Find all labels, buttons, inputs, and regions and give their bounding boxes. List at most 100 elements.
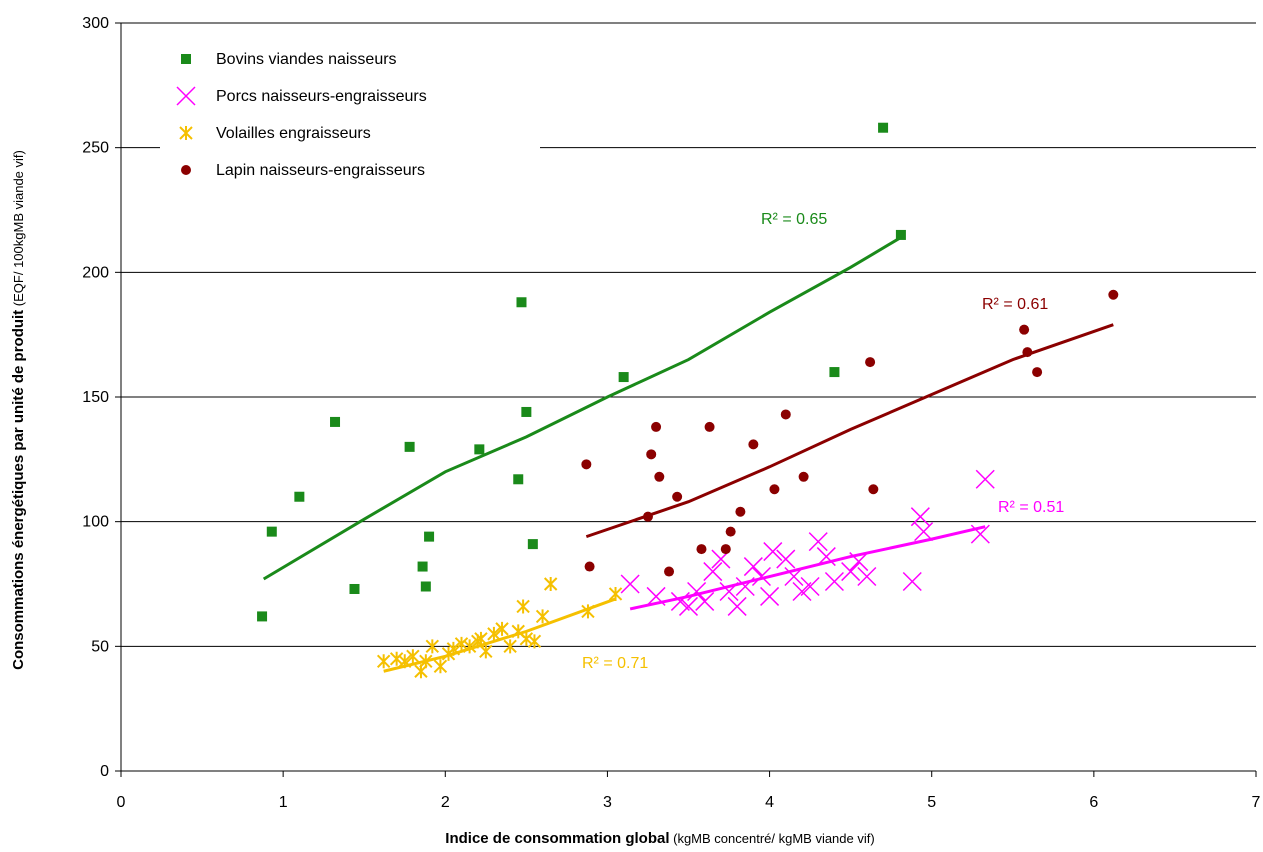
data-point <box>433 659 448 674</box>
data-point <box>1032 367 1043 378</box>
data-point <box>581 459 592 470</box>
y-axis-title: Consommations énergétiques par unité de … <box>10 150 27 670</box>
data-points <box>257 122 1119 679</box>
data-point <box>608 586 623 601</box>
r2-labels: R² = 0.65 R² = 0.51 R² = 0.71 R² = 0.61 <box>582 211 1064 672</box>
data-point <box>620 574 640 594</box>
data-point <box>651 421 662 432</box>
data-point <box>760 586 780 606</box>
data-point <box>868 484 879 495</box>
data-point <box>910 507 930 527</box>
legend-box <box>160 38 540 186</box>
r2-label: R² = 0.61 <box>982 296 1048 313</box>
data-point <box>751 566 771 587</box>
legend-marker <box>179 126 193 140</box>
x-tick-label: 3 <box>603 794 612 811</box>
y-tick-label: 150 <box>82 389 109 406</box>
data-point <box>294 491 305 502</box>
data-point <box>914 522 934 542</box>
data-point <box>398 654 412 669</box>
legend-marker <box>176 86 196 106</box>
y-tick-label: 100 <box>82 514 109 531</box>
data-point <box>865 357 876 368</box>
data-point <box>474 444 485 455</box>
data-point <box>420 581 431 592</box>
x-axis-title-unit: (kgMB concentré/ kgMB viande vif) <box>670 831 875 846</box>
data-point <box>720 544 731 555</box>
legend-marker <box>181 54 191 64</box>
data-point <box>521 406 532 417</box>
data-point <box>808 532 828 552</box>
data-point <box>719 581 739 602</box>
data-point <box>406 649 420 664</box>
legend-label: Bovins viandes naisseurs <box>216 51 397 68</box>
x-axis-title-main: Indice de consommation global <box>445 830 669 847</box>
data-point <box>849 552 869 572</box>
legend-label: Volailles engraisseurs <box>216 125 371 142</box>
data-point <box>389 651 404 666</box>
data-point <box>678 596 699 616</box>
data-point <box>266 526 277 537</box>
data-point <box>646 449 657 460</box>
data-point <box>330 416 341 427</box>
data-point <box>670 591 690 611</box>
data-point <box>780 409 791 420</box>
data-point <box>519 631 534 646</box>
x-tick-label: 6 <box>1089 794 1098 811</box>
tick-labels: 0 50 100 150 200 250 300 0 1 2 3 4 5 6 7 <box>82 15 1260 811</box>
data-point <box>763 542 783 562</box>
x-axis-title: Indice de consommation global (kgMB conc… <box>445 830 874 847</box>
y-tick-label: 50 <box>91 638 109 655</box>
r2-label: R² = 0.51 <box>998 499 1064 516</box>
data-point <box>895 229 906 240</box>
data-point <box>642 511 653 522</box>
data-point <box>654 471 665 482</box>
data-point <box>446 641 461 656</box>
data-point <box>513 474 524 485</box>
trend-lines <box>262 236 1114 673</box>
data-point <box>417 561 428 572</box>
data-point <box>516 599 530 614</box>
data-point <box>1022 347 1033 358</box>
legend: Bovins viandes naisseurs Porcs naisseurs-… <box>160 38 540 186</box>
trend-line <box>585 323 1114 539</box>
data-point <box>743 557 763 577</box>
data-point <box>824 571 844 592</box>
data-point <box>349 583 360 594</box>
data-point <box>798 471 809 482</box>
data-point <box>703 562 723 582</box>
data-point <box>474 631 488 646</box>
data-point <box>1019 324 1030 335</box>
data-point <box>527 634 542 649</box>
legend-label: Porcs naisseurs-engraisseurs <box>216 88 427 105</box>
data-point <box>495 621 509 636</box>
x-tick-label: 7 <box>1252 794 1261 811</box>
trend-line <box>383 597 617 673</box>
data-point <box>727 596 747 616</box>
data-point <box>878 122 889 133</box>
data-point <box>769 484 780 495</box>
data-point <box>735 576 755 597</box>
data-point <box>841 562 861 582</box>
data-point <box>376 654 391 669</box>
data-point <box>696 544 707 555</box>
y-tick-label: 200 <box>82 264 109 281</box>
data-point <box>975 469 995 489</box>
data-point <box>527 539 538 550</box>
r2-label: R² = 0.65 <box>761 211 827 228</box>
data-point <box>487 626 501 641</box>
data-point <box>535 609 550 624</box>
y-axis-title-main: Consommations énergétiques par unité de … <box>10 310 27 670</box>
data-point <box>664 566 675 577</box>
data-point <box>776 549 796 569</box>
trend-line <box>629 525 986 611</box>
x-tick-label: 0 <box>117 794 126 811</box>
data-point <box>479 644 493 659</box>
data-point <box>829 367 840 378</box>
data-point <box>857 566 877 587</box>
data-point <box>543 577 558 591</box>
data-point <box>1108 289 1119 300</box>
data-point <box>725 526 736 537</box>
data-point <box>672 491 683 502</box>
